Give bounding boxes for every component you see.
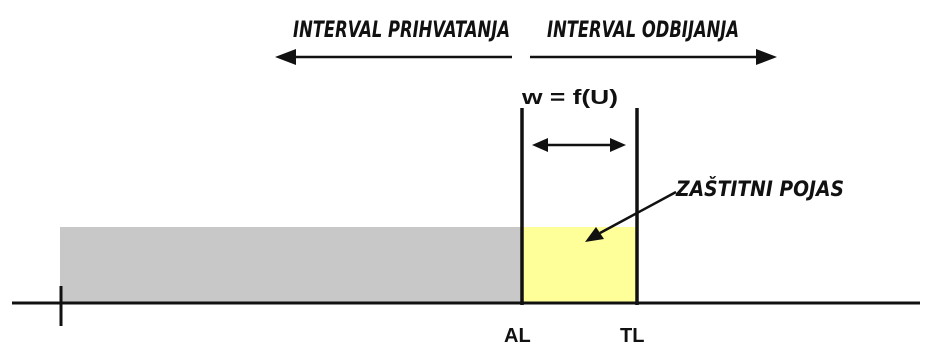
- guard-band-width-arrow: [532, 138, 626, 152]
- rejection-interval-label: INTERVAL ODBIJANJA: [547, 18, 739, 43]
- guard-band-width-label: w = f(U): [521, 87, 618, 109]
- rejection-interval-arrow: [530, 49, 777, 65]
- acceptance-limit-label: AL: [504, 325, 531, 347]
- guard-band-region: [522, 227, 637, 303]
- acceptance-interval-arrow: [275, 49, 512, 65]
- guard-band-pointer-arrow: [585, 190, 677, 242]
- acceptance-region: [60, 227, 522, 303]
- acceptance-interval-label: INTERVAL PRIHVATANJA: [293, 18, 510, 43]
- tolerance-limit-label: TL: [620, 325, 644, 347]
- guard-band-label: ZAŠTITNI POJAS: [675, 176, 844, 201]
